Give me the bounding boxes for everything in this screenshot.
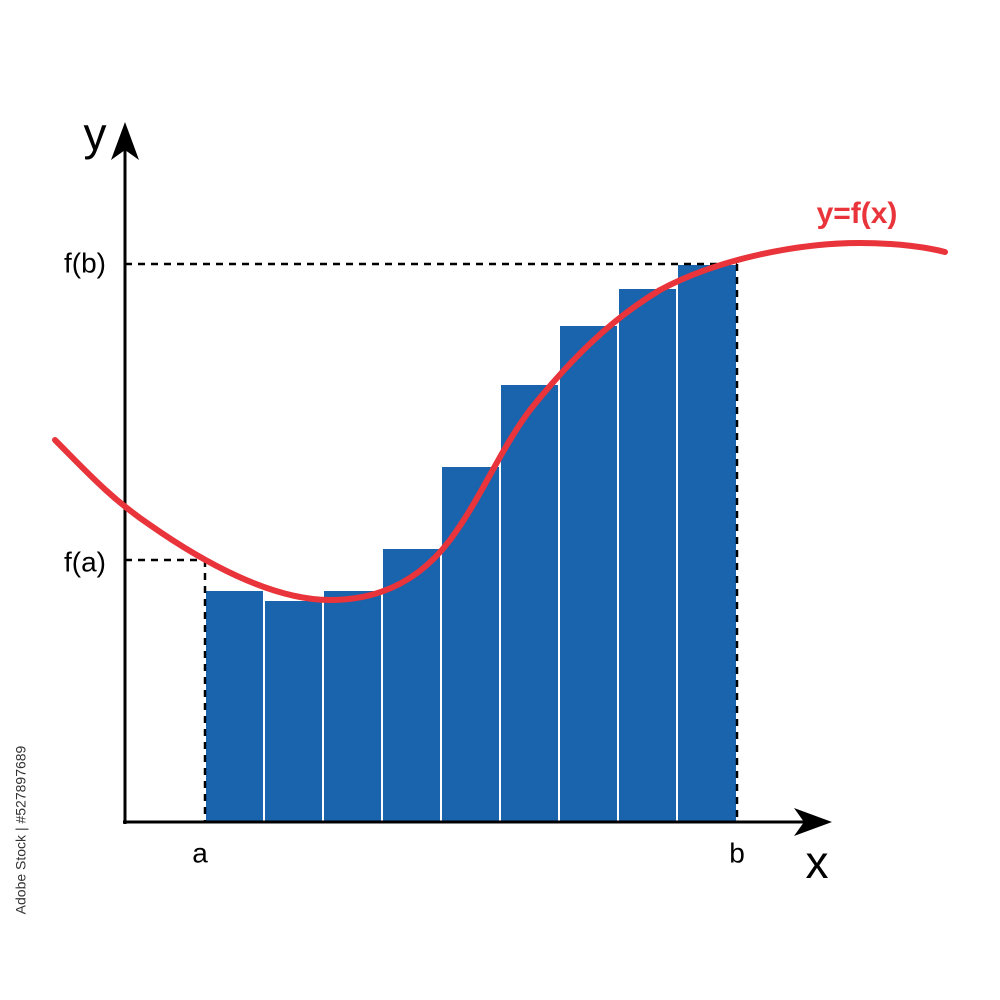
x-axis-label: x [806,836,829,888]
x-arrow [794,808,832,836]
bar [617,287,678,823]
bar [676,263,738,823]
y-axis-label: y [84,108,107,160]
bar [263,599,324,823]
bar [440,465,501,823]
bar [204,589,265,823]
guide-lines [125,262,739,822]
y-mark-label: f(a) [64,546,106,577]
x-mark-label: a [192,837,208,868]
y-mark-label: f(b) [64,247,106,278]
curve [52,239,948,604]
x-mark-label: b [729,837,745,868]
bar [499,383,560,823]
riemann-bars [204,263,738,823]
curve-label: y=f(x) [817,197,898,230]
axes [123,150,805,824]
y-arrow [111,122,139,160]
bar [322,589,383,823]
bar [558,324,619,823]
side-note: Adobe Stock | #527897689 [13,745,29,914]
